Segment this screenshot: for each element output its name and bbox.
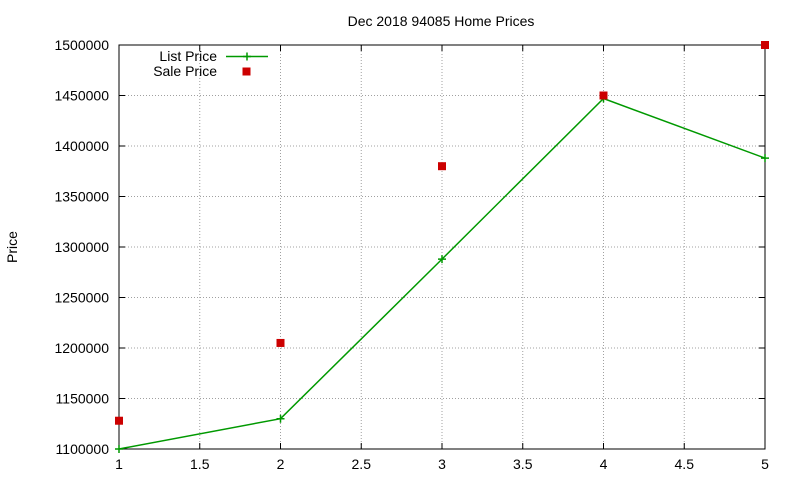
legend-label-list-price: List Price bbox=[159, 48, 217, 64]
data-point-sale-price bbox=[599, 91, 608, 100]
x-tick-label: 2 bbox=[277, 456, 285, 472]
y-tick-label: 1300000 bbox=[54, 239, 109, 255]
legend-marker-list-price bbox=[243, 52, 251, 61]
x-tick-label: 1 bbox=[115, 456, 123, 472]
y-tick-label: 1400000 bbox=[54, 138, 109, 154]
legend-marker-sale-price bbox=[242, 67, 251, 76]
y-axis-label: Price bbox=[4, 231, 20, 263]
x-tick-label: 5 bbox=[761, 456, 769, 472]
data-point-sale-price bbox=[115, 416, 123, 425]
tick-layer: 1 1.5 2 2.5 3 3.5 4 4.5 5 1100000 1150000 1200000 12… bbox=[54, 37, 769, 472]
legend-label-sale-price: Sale Price bbox=[153, 63, 217, 79]
chart-title: Dec 2018 94085 Home Prices bbox=[348, 13, 535, 29]
grid-layer bbox=[119, 45, 765, 449]
x-tick-label: 1.5 bbox=[190, 456, 210, 472]
data-point-sale-price bbox=[276, 338, 285, 347]
x-tick-label: 4.5 bbox=[675, 456, 695, 472]
x-tick-label: 3.5 bbox=[513, 456, 533, 472]
x-tick-label: 4 bbox=[600, 456, 608, 472]
data-point-list-price bbox=[761, 154, 769, 163]
data-point-list-price bbox=[276, 414, 285, 423]
y-tick-label: 1250000 bbox=[54, 290, 109, 306]
y-tick-label: 1450000 bbox=[54, 88, 109, 104]
data-point-sale-price bbox=[438, 162, 446, 171]
series-layer bbox=[115, 41, 769, 453]
y-tick-label: 1100000 bbox=[56, 441, 110, 457]
x-tick-label: 2.5 bbox=[352, 456, 372, 472]
data-point-list-price bbox=[115, 445, 123, 453]
y-tick-label: 1500000 bbox=[54, 37, 109, 53]
y-tick-label: 1200000 bbox=[54, 340, 109, 356]
y-tick-label: 1350000 bbox=[54, 189, 109, 205]
x-tick-label: 3 bbox=[438, 456, 446, 472]
data-point-sale-price bbox=[761, 41, 769, 49]
legend: List Price Sale Price bbox=[153, 48, 268, 79]
y-tick-label: 1150000 bbox=[56, 391, 110, 407]
data-point-list-price bbox=[438, 255, 446, 264]
